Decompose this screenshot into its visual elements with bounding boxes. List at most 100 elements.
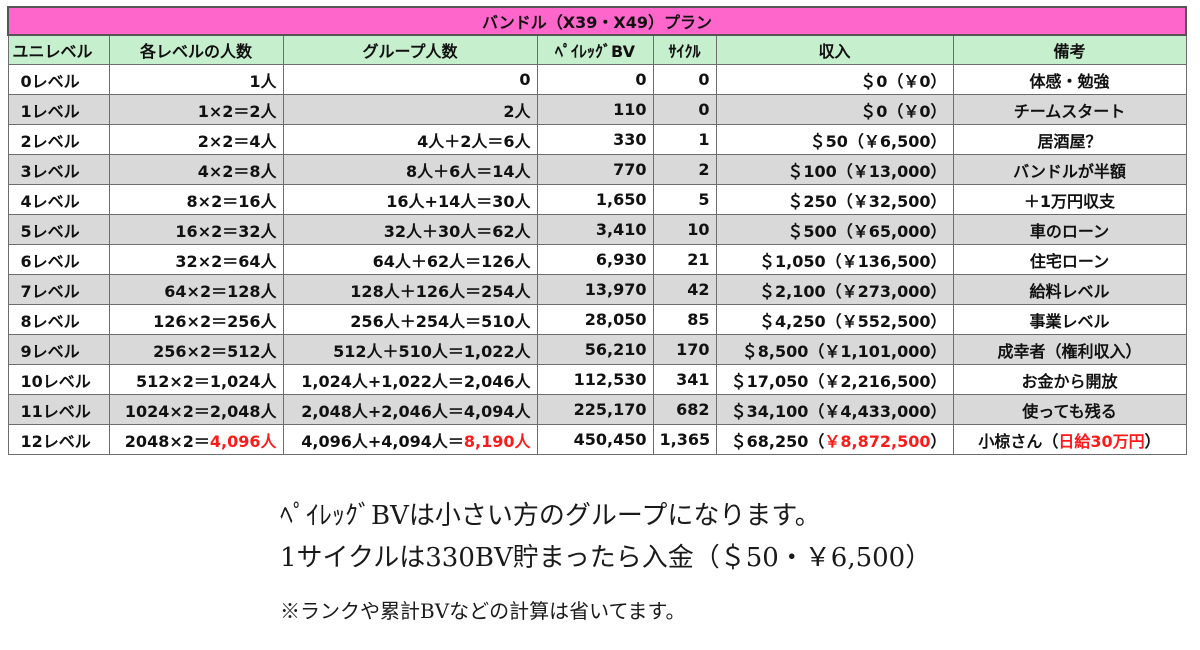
cycle-cell: 1,365 — [652, 424, 717, 455]
level-cell: 8レベル — [7, 304, 110, 335]
header-members-per-level: 各レベルの人数 — [108, 34, 284, 65]
level-cell: 2レベル — [7, 124, 110, 155]
table-row-final: 12レベル 2048×2＝4,096人 4,096人+4,094人＝8,190人 45… — [7, 424, 1187, 455]
group-cell: 16人+14人＝30人 — [282, 184, 538, 215]
table-row: 9レベル 256×2＝512人 512人＋510人＝1,022人 56,210 170 ＄… — [7, 334, 1187, 365]
note-cell: 事業レベル — [952, 304, 1187, 335]
bv-cell: 28,050 — [536, 304, 654, 335]
bv-cell: 3,410 — [536, 214, 654, 245]
group-cell: 2人 — [282, 94, 538, 125]
bv-cell: 0 — [536, 64, 654, 95]
note-cell: バンドルが半額 — [952, 154, 1187, 185]
table-row: 0レベル 1人 0 0 0 ＄0（￥0） 体感・勉強 — [7, 64, 1187, 95]
members-cell: 64×2＝128人 — [108, 274, 284, 305]
members-cell: 8×2＝16人 — [108, 184, 284, 215]
sheet-top-edge — [0, 0, 1200, 6]
highlight-value: 日給30万円 — [1058, 431, 1145, 451]
cell-text: ） — [1144, 431, 1161, 451]
cycle-cell: 85 — [652, 304, 717, 335]
income-cell: ＄1,050（￥136,500） — [715, 244, 954, 275]
group-cell: 4人＋2人＝6人 — [282, 124, 538, 155]
group-cell: 4,096人+4,094人＝8,190人 — [282, 424, 538, 455]
level-cell: 10レベル — [7, 364, 110, 395]
cycle-cell: 0 — [652, 94, 717, 125]
note-cell: チームスタート — [952, 94, 1187, 125]
note-cell: 小椋さん（日給30万円） — [952, 424, 1187, 455]
income-cell: ＄68,250（￥8,872,500） — [715, 424, 954, 455]
cycle-cell: 42 — [652, 274, 717, 305]
members-cell: 32×2＝64人 — [108, 244, 284, 275]
note-cell: 成幸者（権利収入） — [952, 334, 1187, 365]
header-notes: 備考 — [952, 34, 1187, 65]
members-cell: 126×2＝256人 — [108, 304, 284, 335]
bv-cell: 56,210 — [536, 334, 654, 365]
group-cell: 8人＋6人＝14人 — [282, 154, 538, 185]
bv-cell: 6,930 — [536, 244, 654, 275]
bundle-plan-table: バンドル（X39・X49）プラン ユニレベル 各レベルの人数 グループ人数 ﾍﾟ… — [7, 6, 1187, 455]
header-unilevel: ユニレベル — [7, 34, 110, 65]
level-cell: 12レベル — [7, 424, 110, 455]
header-income: 収入 — [715, 34, 954, 65]
income-cell: ＄8,500（￥1,101,000） — [715, 334, 954, 365]
cell-text: ＄68,250（ — [730, 431, 825, 451]
group-cell: 1,024人+1,022人＝2,046人 — [282, 364, 538, 395]
note-cell: 給料レベル — [952, 274, 1187, 305]
cycle-cell: 10 — [652, 214, 717, 245]
bv-cell: 225,170 — [536, 394, 654, 425]
title-row: バンドル（X39・X49）プラン — [7, 6, 1187, 36]
table-row: 8レベル 126×2＝256人 256人＋254人＝510人 28,050 85 ＄4,2… — [7, 304, 1187, 335]
income-cell: ＄100（￥13,000） — [715, 154, 954, 185]
group-cell: 2,048人+2,046人＝4,094人 — [282, 394, 538, 425]
note-cell: 体感・勉強 — [952, 64, 1187, 95]
income-cell: ＄17,050（￥2,216,500） — [715, 364, 954, 395]
bv-cell: 1,650 — [536, 184, 654, 215]
group-cell: 32人＋30人＝62人 — [282, 214, 538, 245]
note-cell: 住宅ローン — [952, 244, 1187, 275]
level-cell: 0レベル — [7, 64, 110, 95]
footnotes: ﾍﾟｲﾚｯｸﾞBVは小さい方のグループになります。 1サイクルは330BV貯まっ… — [280, 496, 1180, 626]
table-row: 5レベル 16×2＝32人 32人＋30人＝62人 3,410 10 ＄500（￥65,0… — [7, 214, 1187, 245]
note-cell: お金から開放 — [952, 364, 1187, 395]
table-row: 7レベル 64×2＝128人 128人＋126人＝254人 13,970 42 ＄2,10… — [7, 274, 1187, 305]
plan-title: バンドル（X39・X49）プラン — [7, 6, 1187, 36]
cycle-cell: 1 — [652, 124, 717, 155]
footnote-omission: ※ランクや累計BVなどの計算は省いてます。 — [280, 599, 686, 623]
header-group-members: グループ人数 — [282, 34, 538, 65]
table-row: 11レベル 1024×2＝2,048人 2,048人+2,046人＝4,094人 22… — [7, 394, 1187, 425]
highlight-value: 4,096人 — [209, 431, 277, 451]
level-cell: 7レベル — [7, 274, 110, 305]
cycle-cell: 682 — [652, 394, 717, 425]
group-cell: 256人＋254人＝510人 — [282, 304, 538, 335]
header-pay-leg-bv: ﾍﾟｲﾚｯｸﾞBV — [536, 34, 654, 65]
members-cell: 1024×2＝2,048人 — [108, 394, 284, 425]
note-cell: 居酒屋？ — [952, 124, 1187, 155]
cell-text: 2048×2＝ — [124, 431, 210, 451]
income-cell: ＄34,100（￥4,433,000） — [715, 394, 954, 425]
highlight-value: 8,190人 — [463, 431, 531, 451]
cycle-cell: 2 — [652, 154, 717, 185]
income-cell: ＄4,250（￥552,500） — [715, 304, 954, 335]
group-cell: 0 — [282, 64, 538, 95]
level-cell: 3レベル — [7, 154, 110, 185]
cell-text: 4,096人+4,094人＝ — [301, 431, 464, 451]
footnote-pay-leg: ﾍﾟｲﾚｯｸﾞBVは小さい方のグループになります。 — [280, 501, 821, 531]
note-cell: ＋1万円収支 — [952, 184, 1187, 215]
income-cell: ＄500（￥65,000） — [715, 214, 954, 245]
bv-cell: 110 — [536, 94, 654, 125]
cell-text: 12レベル — [20, 431, 91, 451]
income-cell: ＄0（￥0） — [715, 94, 954, 125]
level-cell: 9レベル — [7, 334, 110, 365]
members-cell: 256×2＝512人 — [108, 334, 284, 365]
members-cell: 2×2＝4人 — [108, 124, 284, 155]
cell-text: 1,365 — [659, 430, 711, 449]
bv-cell: 112,530 — [536, 364, 654, 395]
table-row: 6レベル 32×2＝64人 64人＋62人＝126人 6,930 21 ＄1,050（￥1… — [7, 244, 1187, 275]
level-cell: 1レベル — [7, 94, 110, 125]
cell-text: ） — [930, 431, 947, 451]
note-cell: 使っても残る — [952, 394, 1187, 425]
level-cell: 5レベル — [7, 214, 110, 245]
bv-cell: 13,970 — [536, 274, 654, 305]
level-cell: 6レベル — [7, 244, 110, 275]
income-cell: ＄250（￥32,500） — [715, 184, 954, 215]
table-row: 3レベル 4×2＝8人 8人＋6人＝14人 770 2 ＄100（￥13,000） バンドル… — [7, 154, 1187, 185]
